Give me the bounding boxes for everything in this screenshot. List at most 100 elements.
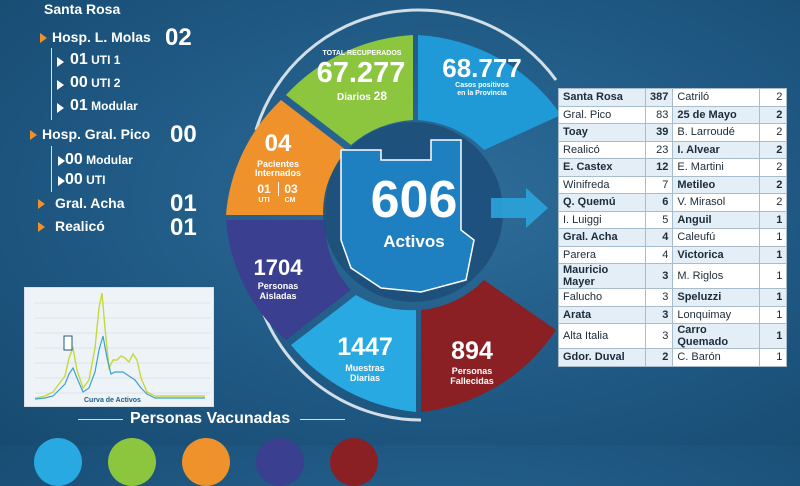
- positive-value: 68.777: [442, 53, 522, 83]
- curve-line-secondary: [34, 335, 205, 400]
- locality-name: Carro Quemado: [672, 323, 761, 349]
- locality-count: 1: [759, 228, 788, 247]
- locality-name: E. Castex: [558, 158, 646, 177]
- realico-count: 01: [170, 214, 197, 241]
- locality-name: C. Barón: [672, 348, 761, 367]
- locality-count: 39: [644, 123, 674, 142]
- table-row: Santa Rosa 387 Catriló 2: [558, 88, 788, 107]
- segment-positive: [418, 35, 561, 150]
- segment-internados: [226, 100, 346, 215]
- curve-label: Curva de Activos: [84, 397, 141, 404]
- hospital-molas-label: Hosp. L. Molas: [52, 29, 151, 45]
- locality-count: 5: [644, 210, 674, 229]
- locality-name: Winifreda: [558, 175, 646, 194]
- locality-count: 1: [759, 263, 788, 289]
- table-row: I. Luiggi 5 Anguil 1: [558, 210, 788, 229]
- arrow-icon: [38, 222, 45, 232]
- table-row: Q. Quemú 6 V. Mirasol 2: [558, 193, 788, 212]
- hospital-molas-count: 02: [165, 24, 192, 51]
- arrow-icon: [57, 57, 64, 67]
- arrow-icon: [38, 199, 45, 209]
- locality-name: Victorica: [672, 245, 761, 264]
- arrow-icon: [58, 176, 65, 186]
- hospital-pico-count: 00: [170, 121, 197, 148]
- realico-label: Realicó: [55, 218, 105, 234]
- locality-name: Lonquimay: [672, 305, 761, 324]
- table-row: Realicó 23 I. Alvear 2: [558, 140, 788, 159]
- locality-name: Realicó: [558, 140, 646, 159]
- positive-label-1: Casos positivos: [455, 82, 509, 89]
- locality-name: Parera: [558, 245, 646, 264]
- muestras-label-1: Muestras: [345, 363, 385, 373]
- locality-name: Alta Italia: [558, 323, 646, 349]
- locality-count: 23: [644, 140, 674, 159]
- bracket-divider: [51, 146, 52, 192]
- table-row: E. Castex 12 E. Martini 2: [558, 158, 788, 177]
- vaccine-circle-4: [256, 438, 304, 486]
- segment-fallecidas: [421, 280, 556, 412]
- muestras-value: 1447: [337, 333, 393, 361]
- table-row: Falucho 3 Speluzzi 1: [558, 288, 788, 307]
- vaccine-circle-3: [182, 438, 230, 486]
- locality-count: 4: [644, 245, 674, 264]
- table-row: Winifreda 7 Metileo 2: [558, 175, 788, 194]
- fallecidas-value: 894: [451, 337, 493, 365]
- locality-count: 3: [644, 288, 674, 307]
- locality-name: Catriló: [672, 88, 761, 107]
- locality-name: Gdor. Duval: [558, 348, 646, 367]
- locality-count: 3: [644, 305, 674, 324]
- locality-name: I. Alvear: [672, 140, 761, 159]
- locality-count: 2: [759, 105, 788, 124]
- vaccine-circle-2: [108, 438, 156, 486]
- locality-count: 12: [644, 158, 674, 177]
- table-row: Gral. Pico 83 25 de Mayo 2: [558, 105, 788, 124]
- locality-name: Q. Quemú: [558, 193, 646, 212]
- table-row: Arata 3 Lonquimay 1: [558, 305, 788, 324]
- fallecidas-label-2: Fallecidas: [450, 376, 494, 386]
- positive-label-2: en la Provincia: [457, 90, 507, 97]
- locality-name: Falucho: [558, 288, 646, 307]
- locality-count: 2: [759, 140, 788, 159]
- bracket-divider: [51, 48, 52, 120]
- locality-count: 2: [644, 348, 674, 367]
- locality-name: I. Luiggi: [558, 210, 646, 229]
- locality-count: 3: [644, 323, 674, 349]
- locality-count: 387: [644, 88, 674, 107]
- locality-count: 2: [759, 88, 788, 107]
- locality-count: 3: [644, 263, 674, 289]
- stats-wheel: [226, 8, 561, 422]
- arrow-icon: [58, 156, 65, 166]
- recovered-title: TOTAL RECUPERADOS: [322, 50, 402, 57]
- internados-label-1: Pacientes: [256, 159, 300, 169]
- arrow-icon: [30, 130, 37, 140]
- locality-name: Mauricio Mayer: [558, 263, 646, 289]
- vaccinated-divider-right: [300, 419, 345, 420]
- localities-table: Santa Rosa 387 Catriló 2 Gral. Pico 83 25 de M…: [558, 88, 788, 367]
- locality-count: 1: [759, 305, 788, 324]
- pico-uti: 00 UTI: [65, 171, 106, 188]
- activos-value: 606: [370, 171, 458, 229]
- vaccine-circle-1: [34, 438, 82, 486]
- molas-uti1: 01 UTI 1: [70, 51, 121, 68]
- vaccine-circle-5: [330, 438, 378, 486]
- locality-name: Arata: [558, 305, 646, 324]
- locality-name: E. Martini: [672, 158, 761, 177]
- locality-count: 1: [759, 348, 788, 367]
- locality-name: Speluzzi: [672, 288, 761, 307]
- aisladas-value: 1704: [253, 255, 303, 280]
- locality-name: Gral. Pico: [558, 105, 646, 124]
- locality-count: 2: [759, 158, 788, 177]
- table-row: Gral. Acha 4 Caleufú 1: [558, 228, 788, 247]
- locality-name: 25 de Mayo: [672, 105, 761, 124]
- locality-count: 83: [644, 105, 674, 124]
- internados-value: 04: [264, 130, 292, 157]
- locality-name: V. Mirasol: [672, 193, 761, 212]
- aisladas-label-1: Personas: [257, 281, 299, 291]
- molas-uti2: 00 UTI 2: [70, 74, 121, 91]
- table-row: Mauricio Mayer 3 M. Riglos 1: [558, 263, 788, 289]
- curve-line-activos: [34, 292, 205, 399]
- hospital-pico-label: Hosp. Gral. Pico: [42, 126, 151, 142]
- muestras-label-2: Diarias: [349, 373, 381, 383]
- locality-count: 1: [759, 323, 788, 349]
- segment-muestras: [291, 295, 416, 412]
